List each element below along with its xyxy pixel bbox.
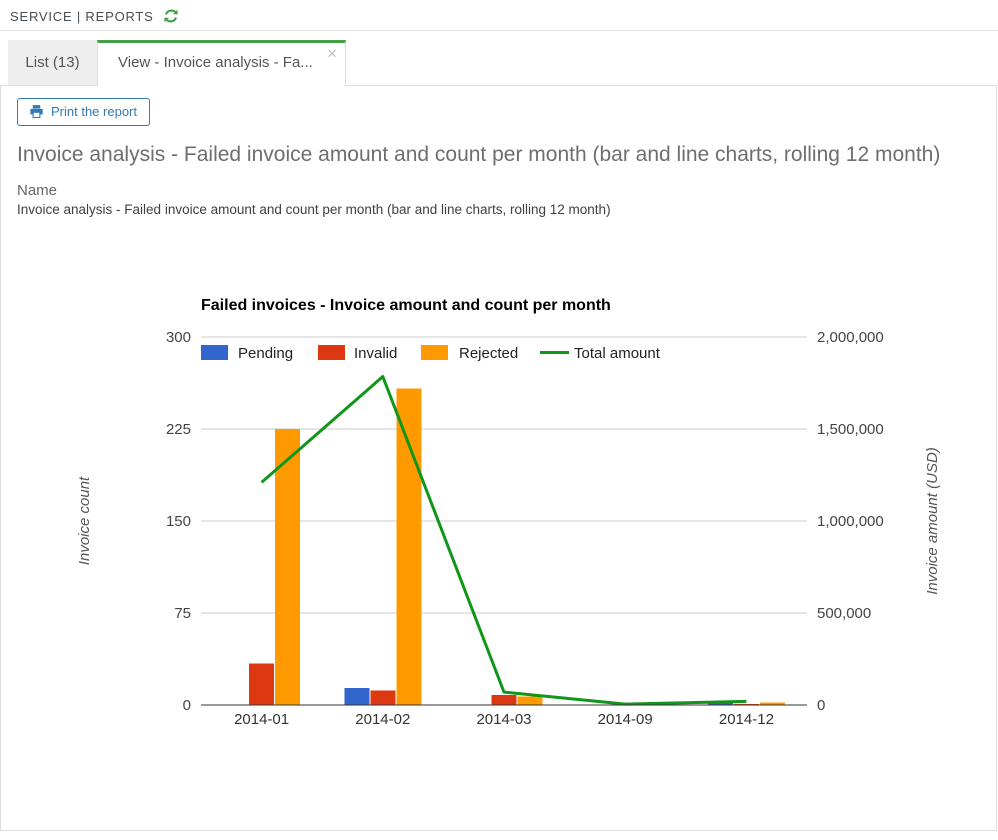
printer-icon <box>29 104 44 119</box>
refresh-icon[interactable] <box>163 8 179 24</box>
bar-rejected-2014-12[interactable] <box>759 702 785 705</box>
right-axis-tick-0: 0 <box>817 697 825 714</box>
x-axis-label-2014-02: 2014-02 <box>355 711 410 728</box>
legend-swatch-pending <box>201 345 228 360</box>
legend-label-invalid: Invalid <box>354 345 397 362</box>
x-axis-label-2014-03: 2014-03 <box>476 711 531 728</box>
right-axis-tick-2: 1,000,000 <box>817 513 884 530</box>
line-total-amount[interactable] <box>260 375 747 706</box>
bar-pending-2014-12[interactable] <box>707 702 733 705</box>
invoice-chart: Failed invoices - Invoice amount and cou… <box>61 283 961 743</box>
right-axis-tick-4: 2,000,000 <box>817 329 884 346</box>
legend-swatch-invalid <box>318 345 345 360</box>
legend-label-pending: Pending <box>238 345 293 362</box>
tab-bar: List (13) View - Invoice analysis - Fa..… <box>0 40 346 86</box>
breadcrumb: SERVICE | REPORTS <box>10 8 154 24</box>
x-axis-label-2014-01: 2014-01 <box>234 711 289 728</box>
name-field-label: Name <box>17 182 58 199</box>
left-axis-tick-225: 225 <box>166 421 191 438</box>
bar-invalid-2014-02[interactable] <box>370 690 396 705</box>
left-axis-title: Invoice count <box>76 476 93 565</box>
x-axis-label-2014-12: 2014-12 <box>719 711 774 728</box>
bar-invalid-2014-03[interactable] <box>491 695 517 705</box>
left-axis-tick-75: 75 <box>174 605 191 622</box>
right-axis-title: Invoice amount (USD) <box>924 447 941 595</box>
tab-list[interactable]: List (13) <box>8 40 97 85</box>
chart-title: Failed invoices - Invoice amount and cou… <box>201 297 611 314</box>
bar-pending-2014-02[interactable] <box>344 687 370 705</box>
left-axis-tick-0: 0 <box>183 697 191 714</box>
page-title: Invoice analysis - Failed invoice amount… <box>17 143 941 166</box>
print-report-button[interactable]: Print the report <box>17 98 150 126</box>
report-panel: Print the report Invoice analysis - Fail… <box>0 85 997 831</box>
tab-view-invoice-analysis[interactable]: View - Invoice analysis - Fa... × <box>97 40 346 86</box>
name-field-value: Invoice analysis - Failed invoice amount… <box>17 202 611 217</box>
right-axis-tick-3: 1,500,000 <box>817 421 884 438</box>
tab-list-label: List (13) <box>25 54 80 71</box>
print-report-label: Print the report <box>51 104 137 119</box>
legend-label-rejected: Rejected <box>459 345 518 362</box>
left-axis-tick-300: 300 <box>166 329 191 346</box>
bar-rejected-2014-03[interactable] <box>517 696 543 705</box>
bar-rejected-2014-02[interactable] <box>396 388 422 705</box>
tab-view-label: View - Invoice analysis - Fa... <box>118 54 313 71</box>
right-axis-tick-1: 500,000 <box>817 605 871 622</box>
x-axis-label-2014-09: 2014-09 <box>598 711 653 728</box>
legend-swatch-rejected <box>421 345 448 360</box>
bar-rejected-2014-01[interactable] <box>275 429 301 705</box>
legend-label-total-amount: Total amount <box>574 345 661 362</box>
left-axis-tick-150: 150 <box>166 513 191 530</box>
app-header: SERVICE | REPORTS <box>0 0 998 31</box>
bar-invalid-2014-01[interactable] <box>249 663 275 705</box>
close-tab-icon[interactable]: × <box>327 44 337 63</box>
chart-svg: Failed invoices - Invoice amount and cou… <box>76 297 941 728</box>
bar-invalid-2014-12[interactable] <box>733 703 759 705</box>
